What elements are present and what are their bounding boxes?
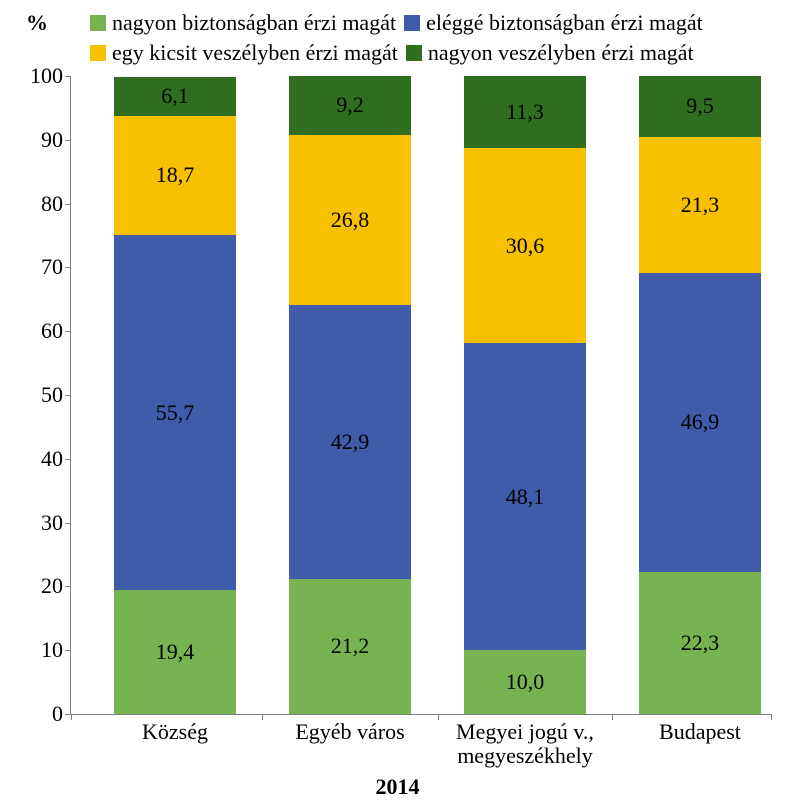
y-tick-label: 50 [41, 382, 71, 408]
bar-segment: 18,7 [114, 116, 236, 235]
y-tick-label: 80 [41, 191, 71, 217]
y-tick-label: 0 [52, 701, 71, 727]
bar: 22,346,921,39,5 [639, 76, 761, 714]
y-tick-label: 40 [41, 446, 71, 472]
x-tick-label: Megyei jogú v., megyeszékhely [435, 714, 615, 768]
bars-layer: 19,455,718,76,1 21,242,926,89,2 10,048,130… [71, 76, 771, 714]
legend-label: eléggé biztonságban érzi magát [426, 8, 703, 38]
x-tick-label: Község [85, 714, 265, 744]
y-tick-label: 10 [41, 637, 71, 663]
legend-label: nagyon biztonságban érzi magát [112, 8, 396, 38]
x-tick-label: Egyéb város [260, 714, 440, 744]
legend-item: nagyon veszélyben érzi magát [406, 38, 694, 68]
bar-segment: 42,9 [289, 305, 411, 578]
legend-label: egy kicsit veszélyben érzi magát [112, 38, 398, 68]
bar-segment: 21,2 [289, 579, 411, 714]
bar-segment: 55,7 [114, 235, 236, 590]
bar-segment: 11,3 [464, 76, 586, 148]
bar-segment: 6,1 [114, 77, 236, 116]
bar-segment: 46,9 [639, 273, 761, 572]
bar-segment: 30,6 [464, 148, 586, 343]
y-tick-label: 30 [41, 510, 71, 536]
legend-swatch [90, 15, 106, 31]
legend-swatch [90, 45, 106, 61]
x-tick-label: Budapest [610, 714, 790, 744]
x-axis-title: 2014 [0, 774, 795, 800]
legend-item: nagyon biztonságban érzi magát [90, 8, 396, 38]
legend-swatch [404, 15, 420, 31]
bar: 10,048,130,611,3 [464, 76, 586, 714]
x-tick-mark [71, 714, 72, 720]
bar-segment: 26,8 [289, 135, 411, 306]
bar: 19,455,718,76,1 [114, 76, 236, 714]
bar-segment: 22,3 [639, 572, 761, 714]
y-tick-label: 60 [41, 318, 71, 344]
y-tick-label: 100 [30, 63, 71, 89]
plot-area: 19,455,718,76,1 21,242,926,89,2 10,048,130… [70, 76, 771, 715]
bar-segment: 48,1 [464, 343, 586, 650]
legend-item: egy kicsit veszélyben érzi magát [90, 38, 398, 68]
legend-row: egy kicsit veszélyben érzi magát nagyon v… [90, 38, 770, 68]
bar: 21,242,926,89,2 [289, 76, 411, 714]
legend-swatch [406, 45, 422, 61]
y-axis-unit: % [26, 10, 48, 36]
chart: % nagyon biztonságban érzi magát eléggé b… [0, 0, 795, 793]
bar-segment: 9,2 [289, 76, 411, 135]
y-tick-label: 20 [41, 573, 71, 599]
legend-label: nagyon veszélyben érzi magát [428, 38, 694, 68]
legend-item: eléggé biztonságban érzi magát [404, 8, 703, 38]
bar-segment: 19,4 [114, 590, 236, 714]
bar-segment: 10,0 [464, 650, 586, 714]
legend-row: nagyon biztonságban érzi magát eléggé biz… [90, 8, 770, 38]
legend: nagyon biztonságban érzi magát eléggé biz… [90, 8, 770, 68]
y-tick-label: 90 [41, 127, 71, 153]
bar-segment: 9,5 [639, 76, 761, 137]
y-tick-label: 70 [41, 254, 71, 280]
bar-segment: 21,3 [639, 137, 761, 273]
